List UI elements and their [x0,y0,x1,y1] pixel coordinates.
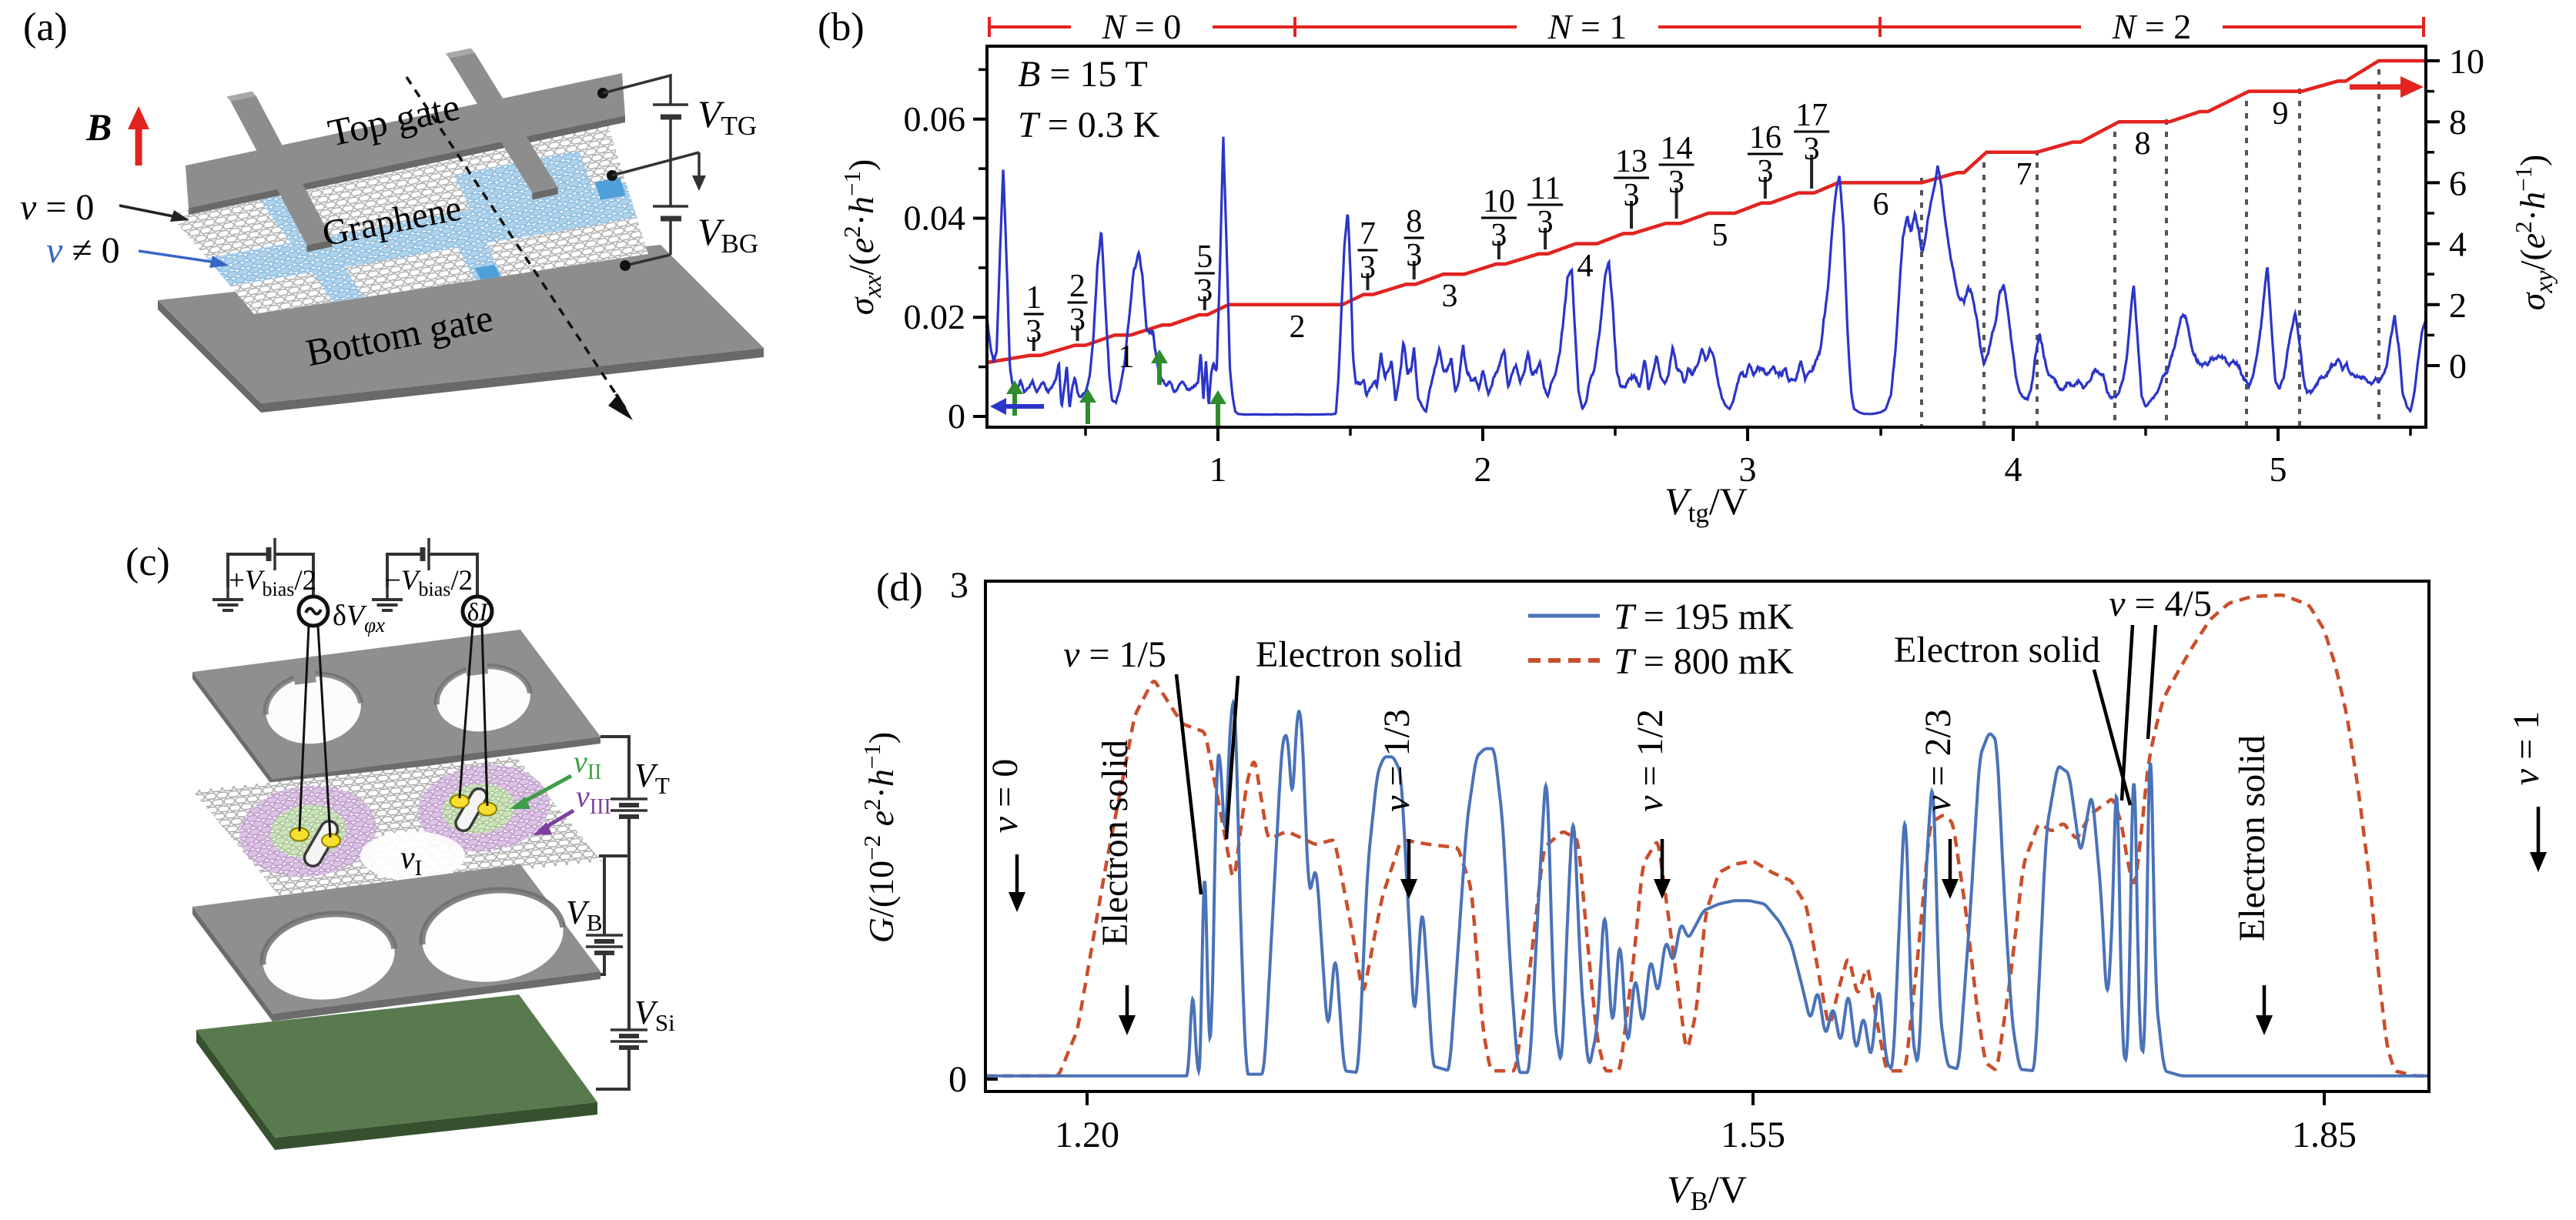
svg-text:VB/V: VB/V [1667,1168,1747,1216]
svg-text:0: 0 [948,1059,967,1100]
svg-text:3: 3 [1624,178,1640,213]
svg-text:5: 5 [2270,450,2287,489]
svg-text:N = 0: N = 0 [1102,7,1182,46]
svg-text:5: 5 [1196,239,1213,275]
svg-text:Vtg/V: Vtg/V [1664,480,1748,528]
svg-text:3: 3 [1757,154,1773,189]
svg-text:1: 1 [1025,280,1042,316]
svg-text:N = 2: N = 2 [2112,7,2192,46]
svg-text:δI: δI [467,599,490,627]
svg-text:3: 3 [1739,450,1757,489]
svg-text:ν = 1/3: ν = 1/3 [1377,709,1417,812]
svg-text:1.20: 1.20 [1055,1115,1119,1155]
svg-text:8: 8 [2449,102,2467,142]
svg-text:Electron solid: Electron solid [1095,740,1136,946]
svg-text:3: 3 [1490,218,1507,253]
svg-text:σxx/(e2·h−1): σxx/(e2·h−1) [838,159,887,316]
svg-text:14: 14 [1661,131,1693,166]
svg-text:vIII: vIII [576,779,611,819]
svg-text:VB: VB [566,894,603,936]
svg-text:1.55: 1.55 [1721,1115,1785,1155]
svg-text:T = 0.3 K: T = 0.3 K [1018,105,1160,145]
svg-text:0.02: 0.02 [904,297,966,336]
svg-text:ν = 0: ν = 0 [985,759,1025,833]
svg-text:2: 2 [1474,450,1492,489]
svg-text:7: 7 [2016,157,2032,192]
svg-text:1: 1 [1209,450,1227,489]
svg-text:6: 6 [1873,187,1889,222]
svg-text:N = 1: N = 1 [1547,7,1628,46]
svg-text:σxy/(e2·h−1): σxy/(e2·h−1) [2510,155,2558,311]
svg-text:6: 6 [2449,163,2467,202]
svg-text:0.04: 0.04 [904,199,966,238]
svg-text:0: 0 [2449,346,2467,386]
svg-text:3: 3 [1804,132,1820,167]
svg-text:10: 10 [2449,42,2484,81]
svg-text:1: 1 [1119,339,1135,375]
svg-text:+Vbias/2: +Vbias/2 [229,565,316,600]
svg-text:VBG: VBG [698,210,758,259]
svg-text:B: B [85,105,112,149]
svg-text:v = 0: v = 0 [20,187,94,228]
svg-text:3: 3 [1196,273,1213,309]
svg-text:VT: VT [634,757,670,799]
svg-text:ν = 1/5: ν = 1/5 [1063,634,1166,675]
svg-text:4: 4 [2449,225,2467,264]
svg-text:1.85: 1.85 [2292,1115,2357,1155]
svg-text:13: 13 [1615,144,1648,179]
svg-text:(a): (a) [23,5,68,49]
svg-text:ν = 2/3: ν = 2/3 [1918,709,1959,812]
svg-text:VSi: VSi [634,994,675,1036]
svg-text:ν = 4/5: ν = 4/5 [2109,583,2212,624]
svg-text:10: 10 [1483,184,1515,219]
svg-text:9: 9 [2273,96,2289,132]
svg-text:δVφx: δVφx [333,600,385,637]
svg-text:8: 8 [2135,126,2151,162]
svg-text:Electron solid: Electron solid [1256,634,1462,675]
svg-text:(b): (b) [818,5,865,49]
svg-text:G/(10−2 e2·h−1): G/(10−2 e2·h−1) [858,732,901,943]
svg-text:Electron solid: Electron solid [1894,630,2100,670]
svg-text:2: 2 [1069,269,1086,304]
svg-text:2: 2 [2449,286,2467,325]
svg-text:4: 4 [2005,450,2022,489]
svg-text:17: 17 [1795,98,1828,133]
svg-text:(d): (d) [876,566,923,610]
svg-text:3: 3 [1537,205,1554,240]
svg-text:11: 11 [1530,171,1561,206]
svg-text:5: 5 [1712,218,1728,253]
svg-text:3: 3 [1406,238,1422,273]
svg-text:T = 800 mK: T = 800 mK [1614,641,1794,682]
svg-text:16: 16 [1749,120,1781,155]
svg-text:vI: vI [400,841,422,881]
svg-text:ν = 1: ν = 1 [2506,711,2547,785]
svg-text:3: 3 [1025,314,1042,349]
svg-text:B = 15 T: B = 15 T [1018,54,1148,95]
svg-text:7: 7 [1360,216,1376,252]
svg-text:T = 195 mK: T = 195 mK [1614,597,1794,637]
svg-text:3: 3 [1668,165,1684,200]
svg-text:8: 8 [1406,204,1422,239]
svg-text:vII: vII [574,744,601,784]
svg-text:Electron solid: Electron solid [2232,735,2273,941]
svg-text:3: 3 [1442,279,1458,314]
svg-text:2: 2 [1290,309,1306,345]
svg-text:(c): (c) [125,540,170,584]
svg-text:4: 4 [1577,249,1594,284]
svg-text:3: 3 [950,565,969,606]
svg-text:3: 3 [1360,250,1376,286]
svg-text:ν = 1/2: ν = 1/2 [1630,709,1671,812]
svg-text:3: 3 [1069,302,1086,338]
svg-text:0: 0 [948,396,965,436]
svg-text:v ≠ 0: v ≠ 0 [46,230,120,271]
svg-text:0.06: 0.06 [904,99,966,139]
svg-text:VTG: VTG [698,92,757,141]
